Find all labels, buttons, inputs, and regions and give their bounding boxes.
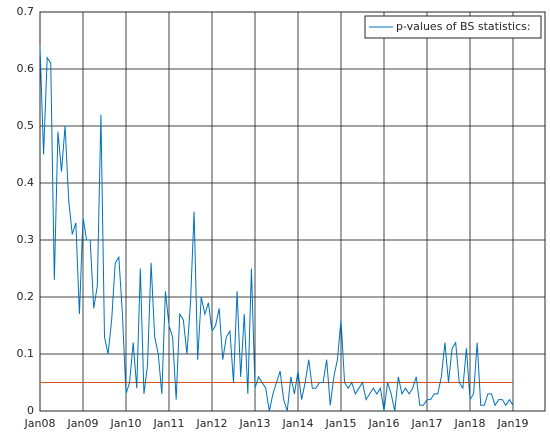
legend-box	[364, 15, 542, 39]
x-tick-label: Jan08	[24, 417, 56, 430]
x-tick-label: Jan15	[325, 417, 357, 430]
x-tick-label: Jan14	[282, 417, 314, 430]
y-tick-label: 0.5	[17, 119, 35, 132]
x-tick-label: Jan10	[110, 417, 142, 430]
y-tick-label: 0	[27, 404, 34, 417]
y-tick-label: 0.4	[17, 176, 35, 189]
data-line	[39, 46, 514, 412]
x-tick-label: Jan17	[411, 417, 443, 430]
x-tick-label: Jan19	[497, 417, 529, 430]
x-tick-label: Jan18	[454, 417, 486, 430]
y-tick-label: 0.3	[17, 233, 35, 246]
x-tick-label: Jan16	[368, 417, 400, 430]
y-tick-label: 0.7	[17, 5, 35, 18]
y-tick-label: 0.1	[17, 347, 35, 360]
x-tick-label: Jan11	[153, 417, 185, 430]
legend-label: p-values of BS statistics:	[396, 20, 531, 33]
axes-box	[39, 11, 546, 412]
x-tick-label: Jan13	[239, 417, 271, 430]
x-tick-label: Jan12	[196, 417, 228, 430]
y-tick-label: 0.6	[17, 62, 35, 75]
x-tick-label: Jan09	[67, 417, 99, 430]
legend: p-values of BS statistics:	[364, 15, 542, 39]
y-tick-label: 0.2	[17, 290, 35, 303]
